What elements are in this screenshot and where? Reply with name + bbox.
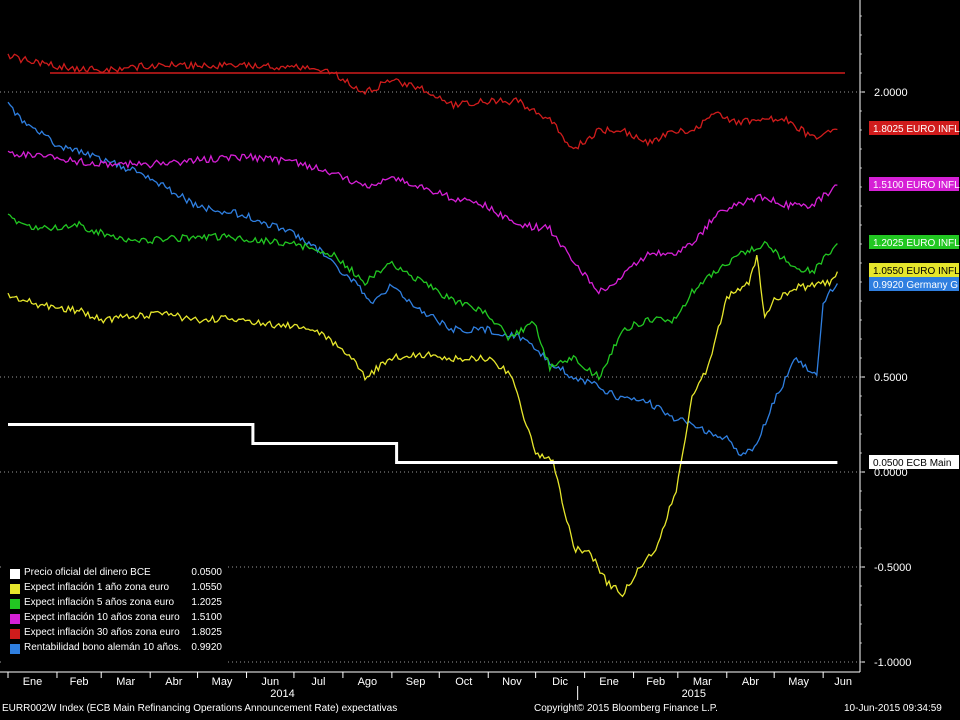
value-tag-label: 1.5100 EURO INFL (873, 180, 960, 191)
x-tick-label: Ene (599, 676, 619, 688)
legend-entry: Expect inflación 30 años zona euro 1.8025 (8, 627, 224, 641)
year-label: 2015 (682, 688, 706, 700)
value-tag-label: 1.2025 EURO INFL (873, 238, 960, 249)
legend-swatch (10, 644, 20, 654)
legend-swatch (10, 584, 20, 594)
series-line (7, 150, 838, 295)
value-tag-label: 0.9920 Germany G (873, 280, 958, 291)
legend-value: 1.2025 (191, 597, 222, 608)
x-tick-label: Ene (23, 676, 43, 688)
legend-entry: Expect inflación 1 año zona euro 1.0550 (8, 582, 224, 596)
legend-entry: Expect inflación 10 años zona euro 1.5100 (8, 612, 224, 626)
legend-label: Expect inflación 10 años zona euro (24, 612, 180, 623)
value-tag-bg (869, 263, 959, 277)
x-tick-label: Dic (552, 676, 568, 688)
legend-swatch (10, 599, 20, 609)
series-line (7, 101, 838, 457)
legend-value: 1.8025 (191, 627, 222, 638)
y-tick-label: -1.0000 (874, 657, 911, 669)
x-tick-label: Jun (834, 676, 852, 688)
footer-index: EURR002W Index (ECB Main Refinancing Ope… (2, 703, 398, 714)
x-tick-label: Abr (742, 676, 759, 688)
y-tick-label: -0.5000 (874, 562, 911, 574)
legend-entry: Rentabilidad bono alemán 10 años. 0.9920 (8, 642, 224, 656)
value-tag: 1.8025 EURO INFL (869, 121, 960, 135)
legend-entry: Precio oficial del dinero BCE 0.0500 (8, 567, 224, 581)
x-tick-label: Ago (358, 676, 378, 688)
legend-label: Expect inflación 30 años zona euro (24, 627, 180, 638)
value-tag-bg (869, 277, 959, 291)
y-tick-label: 0.5000 (874, 372, 908, 384)
footer-copyright: Copyright© 2015 Bloomberg Finance L.P. (534, 703, 718, 714)
series-line (7, 213, 838, 381)
series-line (7, 254, 839, 598)
x-tick-label: Mar (693, 676, 712, 688)
value-tag: 1.0550 EURO INFL (869, 263, 960, 277)
x-tick-label: Nov (502, 676, 522, 688)
x-tick-label: May (212, 676, 233, 688)
x-tick-label: Jun (261, 676, 279, 688)
footer-timestamp: 10-Jun-2015 09:34:59 (844, 703, 942, 714)
legend-value: 0.0500 (191, 567, 222, 578)
x-tick-label: May (788, 676, 809, 688)
value-tag: 0.0500 ECB Main (869, 455, 959, 469)
value-tag: 1.5100 EURO INFL (869, 177, 960, 191)
y-tick-label: 0.0000 (874, 467, 908, 479)
value-tag-bg (869, 455, 959, 469)
legend-value: 0.9920 (191, 642, 222, 653)
legend-label: Rentabilidad bono alemán 10 años. (24, 642, 182, 653)
legend-swatch (10, 569, 20, 579)
legend-swatch (10, 629, 20, 639)
x-tick-label: Sep (406, 676, 426, 688)
series-line (7, 53, 838, 150)
value-tag-label: 1.8025 EURO INFL (873, 124, 960, 135)
legend-value: 1.5100 (191, 612, 222, 623)
legend-label: Expect inflación 5 años zona euro (24, 597, 175, 608)
x-tick-label: Feb (70, 676, 89, 688)
legend-entry: Expect inflación 5 años zona euro 1.2025 (8, 597, 224, 611)
legend-label: Precio oficial del dinero BCE (24, 567, 151, 578)
year-label: 2014 (270, 688, 294, 700)
x-tick-label: Oct (455, 676, 472, 688)
x-tick-label: Mar (116, 676, 135, 688)
legend-swatch (10, 614, 20, 624)
y-tick-label: 2.0000 (874, 87, 908, 99)
value-tag-bg (869, 177, 959, 191)
value-tag-bg (869, 235, 959, 249)
value-tag: 0.9920 Germany G (869, 277, 959, 291)
legend: Precio oficial del dinero BCE 0.0500 Expec… (4, 563, 226, 663)
legend-value: 1.0550 (191, 582, 222, 593)
x-tick-label: Jul (311, 676, 325, 688)
x-tick-label: Feb (646, 676, 665, 688)
legend-label: Expect inflación 1 año zona euro (24, 582, 170, 593)
x-tick-label: Abr (165, 676, 182, 688)
value-tag-label: 1.0550 EURO INFL (873, 266, 960, 277)
value-tag-label: 0.0500 ECB Main (873, 458, 951, 469)
series-line-ecb (8, 423, 838, 464)
value-tag: 1.2025 EURO INFL (869, 235, 960, 249)
value-tag-bg (869, 121, 959, 135)
